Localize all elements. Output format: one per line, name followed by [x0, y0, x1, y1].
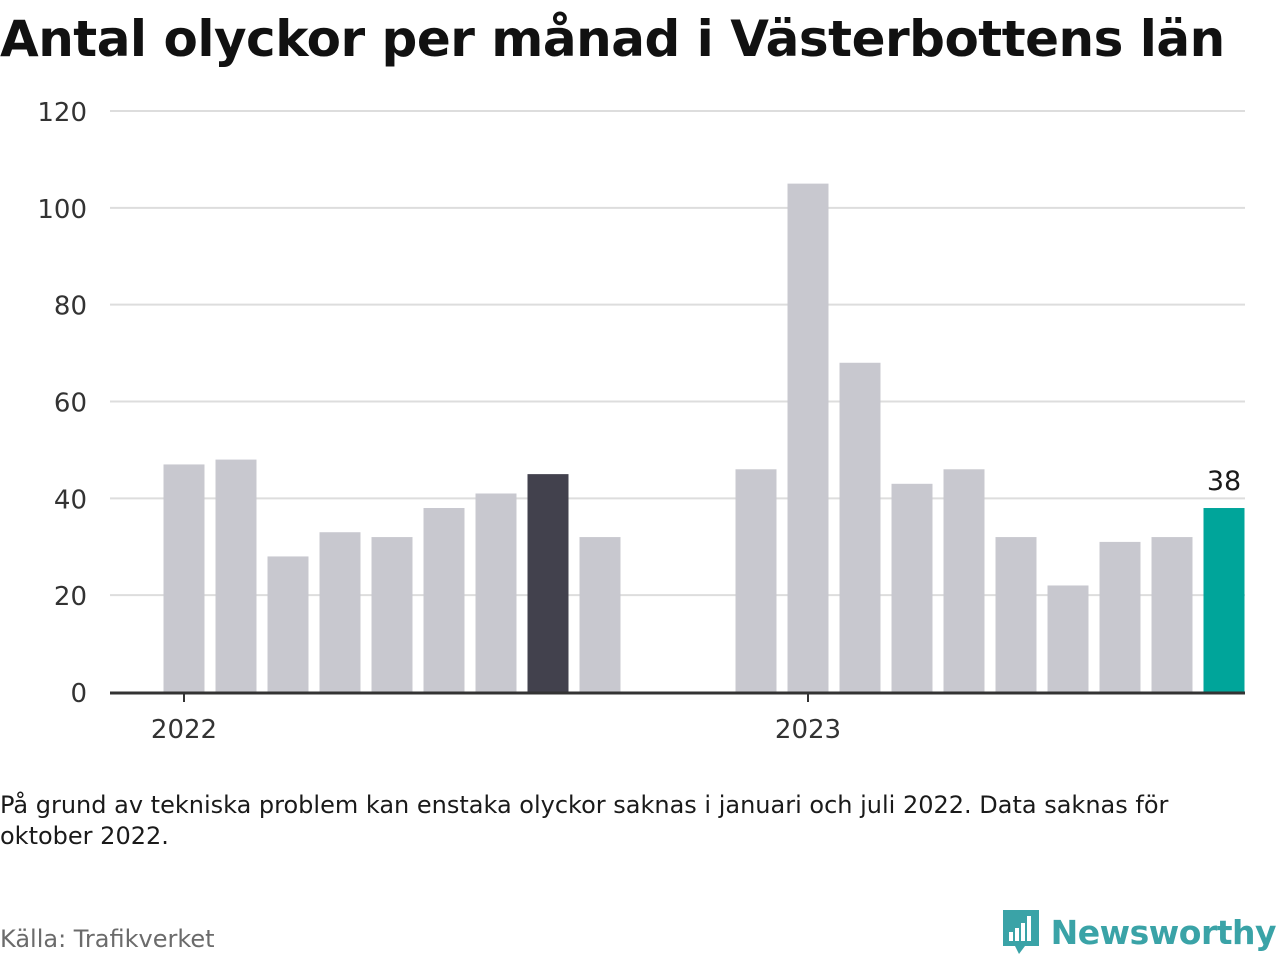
brand-logo: Newsworthy	[1001, 908, 1277, 956]
bar-2023-02	[839, 362, 881, 692]
bar-2022-08	[527, 474, 569, 692]
labels: 0 20 40 60 80 100 120 38 2022 2023	[37, 98, 1241, 745]
bar-chart: 0 20 40 60 80 100 120 38 2022 2023	[37, 98, 1245, 745]
bar-2022-01	[163, 464, 205, 692]
bar-2023-05	[995, 537, 1037, 692]
y-tick-label: 0	[70, 679, 87, 709]
y-tick-label: 40	[54, 485, 87, 515]
bar-2022-05	[371, 537, 413, 692]
x-tick-label: 2023	[775, 715, 841, 745]
source-credit: Källa: Trafikverket	[0, 925, 215, 953]
bar-2022-04	[319, 532, 361, 692]
bars	[163, 183, 1245, 692]
gridlines	[110, 110, 1245, 597]
y-tick-label: 100	[37, 195, 87, 225]
brand-name: Newsworthy	[1050, 912, 1277, 952]
bar-2023-09	[1203, 508, 1245, 692]
bar-2023-04	[943, 469, 985, 692]
chart-title: Antal olyckor per månad i Västerbottens …	[0, 10, 1225, 68]
bar-value-label: 38	[1207, 466, 1241, 497]
bar-2022-12	[735, 469, 777, 692]
bar-2023-06	[1047, 585, 1089, 692]
newsworthy-logo-icon	[1002, 910, 1039, 954]
bar-2022-07	[475, 493, 517, 692]
y-tick-label: 60	[54, 389, 87, 419]
x-tick-label: 2022	[151, 715, 217, 745]
bar-2023-01	[787, 183, 829, 692]
y-tick-label: 20	[54, 582, 87, 612]
y-tick-label: 120	[37, 98, 87, 128]
footnote: På grund av tekniska problem kan enstaka…	[0, 791, 1169, 850]
bar-2022-03	[267, 556, 309, 692]
bar-2023-03	[891, 483, 933, 692]
axes	[110, 691, 1245, 702]
bar-2022-02	[215, 459, 257, 692]
bar-2023-08	[1151, 537, 1193, 692]
bar-2023-07	[1099, 541, 1141, 692]
bar-2022-09	[579, 537, 621, 692]
y-tick-label: 80	[54, 292, 87, 322]
bar-2022-06	[423, 508, 465, 692]
